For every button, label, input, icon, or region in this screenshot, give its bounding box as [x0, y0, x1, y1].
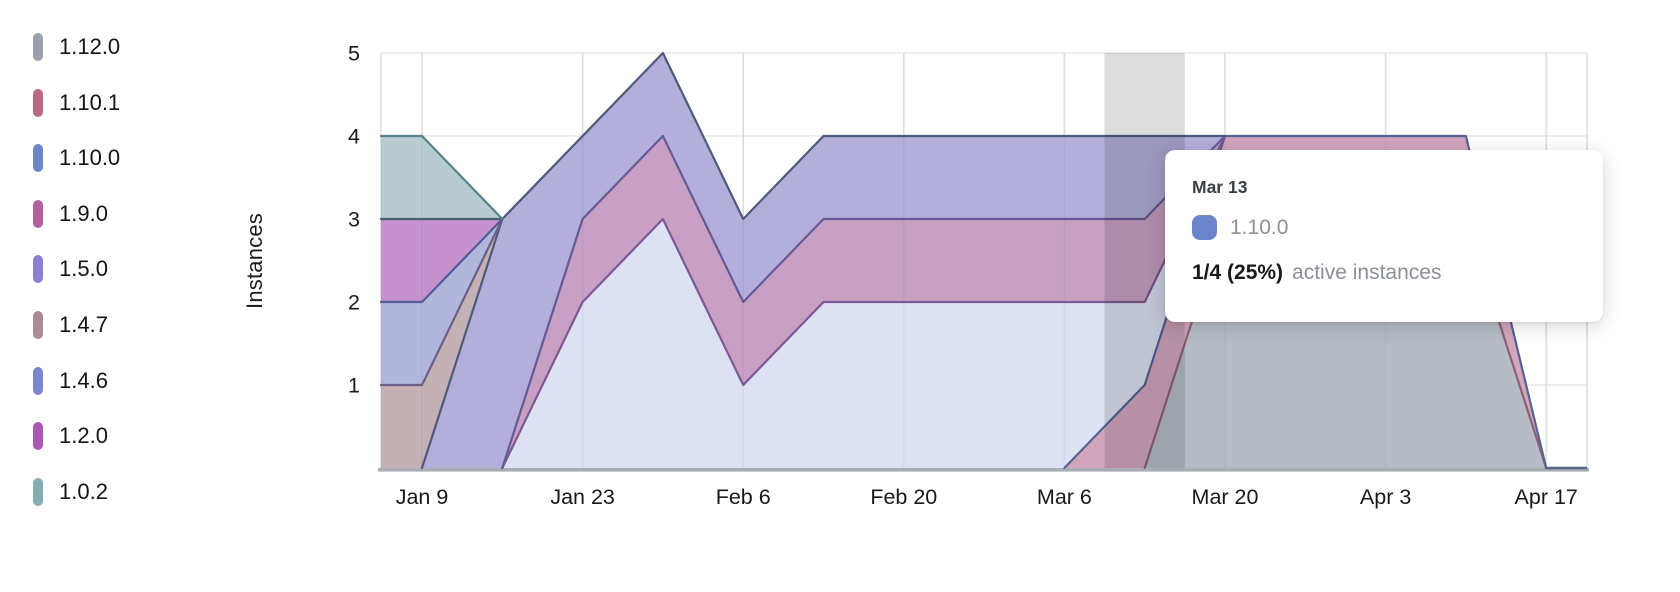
- tooltip-value-suffix: active instances: [1292, 261, 1442, 284]
- legend-item-label: 1.4.6: [59, 367, 108, 393]
- series-line-1.10.1: [1063, 134, 1548, 470]
- x-axis-tick-label: Mar 20: [1192, 485, 1259, 509]
- y-axis-tick-label: 3: [348, 208, 360, 232]
- legend-item-label: 1.5.0: [59, 256, 108, 282]
- x-axis-tick-label: Apr 3: [1360, 485, 1411, 509]
- y-axis-title: Instances: [242, 213, 267, 309]
- tooltip-date: Mar 13: [1192, 177, 1248, 197]
- legend-swatch: [33, 88, 43, 117]
- chart-tooltip: Mar 13 1.10.0 1/4 (25%) active instances: [1165, 150, 1603, 322]
- series-line-1.5.0: [420, 51, 1227, 470]
- legend-item-1.10.0[interactable]: 1.10.0: [33, 144, 121, 173]
- legend-item-1.4.7[interactable]: 1.4.7: [33, 310, 120, 339]
- x-axis-tick-label: Feb 6: [716, 485, 771, 509]
- x-axis-tick-label: Mar 6: [1037, 485, 1092, 509]
- legend-swatch: [33, 422, 43, 451]
- y-axis-tick-label: 2: [348, 291, 360, 315]
- legend-item-1.4.6[interactable]: 1.4.6: [33, 366, 120, 395]
- legend-item-label: 1.12.0: [59, 34, 121, 59]
- series-line-1.0.2: [379, 134, 504, 221]
- series-line-1.9.0: [501, 134, 1227, 470]
- x-axis-tick-label: Apr 17: [1515, 485, 1578, 509]
- tooltip-value-row: 1/4 (25%) active instances: [1192, 261, 1577, 285]
- legend-item-label: 1.2.0: [59, 423, 108, 449]
- y-axis-tick-label: 1: [348, 374, 360, 398]
- x-axis-tick-label: Jan 9: [396, 485, 449, 509]
- legend-swatch: [33, 144, 43, 173]
- legend-item-label: 1.9.0: [59, 200, 108, 226]
- tooltip-series-name: 1.10.0: [1230, 215, 1289, 239]
- legend-swatch: [33, 255, 43, 284]
- tooltip-value: 1/4 (25%): [1192, 261, 1284, 284]
- chart-legend: 1.12.0 1.10.1 1.10.0 1.9.0 1.5.0 1.4.7 1.4.6 1.…: [33, 33, 120, 533]
- legend-item-1.2.0[interactable]: 1.2.0: [33, 422, 120, 451]
- legend-swatch: [33, 33, 43, 61]
- legend-swatch: [33, 199, 43, 228]
- x-axis-tick-label: Jan 23: [550, 485, 615, 509]
- y-axis-tick-label: 5: [348, 42, 360, 66]
- legend-item-label: 1.0.2: [59, 478, 108, 504]
- y-axis-tick-label: 4: [348, 125, 360, 149]
- legend-item-1.10.1[interactable]: 1.10.1: [33, 88, 121, 117]
- legend-item-1.5.0[interactable]: 1.5.0: [33, 255, 120, 284]
- series-line-1.10.0: [501, 134, 1227, 470]
- legend-swatch: [33, 310, 43, 339]
- legend-item-label: 1.4.7: [59, 311, 108, 337]
- area-band-1.5.0[interactable]: [381, 53, 1587, 468]
- series-line-1.4.6: [379, 217, 504, 304]
- legend-item-1.12.0[interactable]: 1.12.0: [33, 33, 120, 61]
- legend-item-1.0.2[interactable]: 1.0.2: [33, 477, 120, 506]
- tooltip-series-row: 1.10.0: [1192, 215, 1577, 240]
- series-line-1.4.7: [379, 217, 504, 387]
- legend-swatch: [33, 366, 43, 395]
- legend-item-label: 1.10.0: [59, 145, 121, 171]
- series-color-swatch: [1192, 215, 1217, 240]
- legend-item-1.9.0[interactable]: 1.9.0: [33, 199, 120, 228]
- legend-swatch: [33, 477, 43, 506]
- legend-item-label: 1.10.1: [59, 89, 121, 115]
- x-axis-tick-label: Feb 20: [870, 485, 937, 509]
